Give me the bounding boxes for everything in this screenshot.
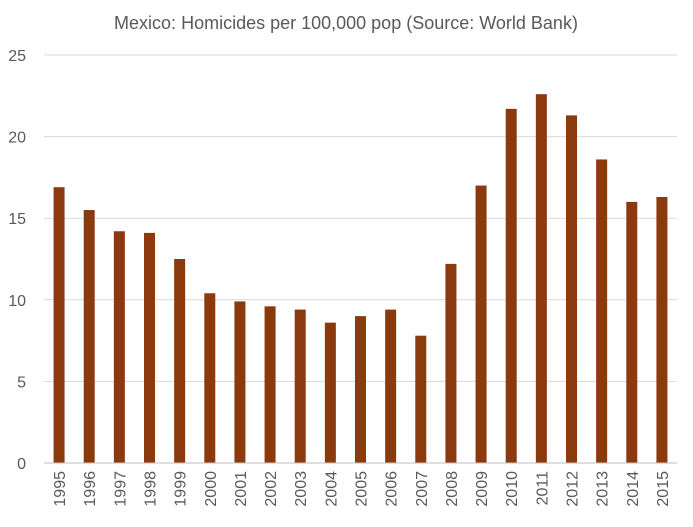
x-tick-label: 2009 xyxy=(474,471,491,507)
bar-2012 xyxy=(566,115,577,463)
bar-1998 xyxy=(144,232,155,463)
x-tick-label: 2005 xyxy=(354,471,371,507)
x-tick-label: 1997 xyxy=(112,471,129,507)
x-tick-label: 1999 xyxy=(173,471,190,507)
x-tick-label: 2004 xyxy=(323,471,340,507)
x-tick-label: 2000 xyxy=(203,471,220,507)
x-tick-label: 2012 xyxy=(565,471,582,507)
bar-2004 xyxy=(324,322,336,463)
y-tick-label: 10 xyxy=(8,293,26,310)
x-tick-label: 2007 xyxy=(414,471,431,507)
bars xyxy=(53,94,668,463)
x-tick-label: 2011 xyxy=(534,471,551,506)
bar-2007 xyxy=(415,335,427,463)
x-tick-label: 2006 xyxy=(384,471,401,507)
bar-2011 xyxy=(535,94,547,463)
bar-2003 xyxy=(294,309,306,463)
bar-2000 xyxy=(204,293,216,463)
x-tick-label: 2003 xyxy=(293,471,310,507)
bar-2008 xyxy=(445,263,457,463)
bar-2001 xyxy=(234,301,246,463)
bar-1997 xyxy=(113,231,125,463)
x-tick-label: 1998 xyxy=(143,471,160,507)
bar-1999 xyxy=(174,259,186,463)
y-tick-label: 20 xyxy=(8,130,26,147)
bar-2010 xyxy=(505,108,517,463)
bar-2015 xyxy=(656,196,668,463)
bar-2013 xyxy=(596,159,608,463)
x-tick-label: 2014 xyxy=(625,471,642,507)
bar-1996 xyxy=(83,210,95,463)
x-tick-label: 2013 xyxy=(595,471,612,507)
x-tick-label: 2008 xyxy=(444,471,461,507)
y-tick-label: 0 xyxy=(17,456,26,473)
x-tick-label: 2002 xyxy=(263,471,280,507)
x-axis-ticks: 1995 1996 1997 1998 1999 2000 2001 2002 2003 2004… xyxy=(52,471,672,507)
x-tick-label: 1996 xyxy=(82,471,99,507)
y-tick-label: 5 xyxy=(17,374,26,391)
bar-2005 xyxy=(355,316,366,463)
x-tick-label: 2010 xyxy=(504,471,521,507)
y-tick-label: 25 xyxy=(8,48,26,65)
bar-2009 xyxy=(475,185,487,463)
x-tick-label: 1995 xyxy=(52,471,69,507)
bar-2006 xyxy=(385,309,397,463)
bar-1995 xyxy=(53,187,65,463)
bar-2002 xyxy=(264,306,276,463)
x-tick-label: 2015 xyxy=(655,471,672,507)
bar-2014 xyxy=(626,201,638,463)
x-tick-label: 2001 xyxy=(233,471,250,507)
y-tick-label: 15 xyxy=(8,211,26,228)
chart-title: Mexico: Homicides per 100,000 pop (Sourc… xyxy=(114,13,578,33)
y-axis-ticks: 0 5 10 15 20 25 xyxy=(8,48,26,473)
